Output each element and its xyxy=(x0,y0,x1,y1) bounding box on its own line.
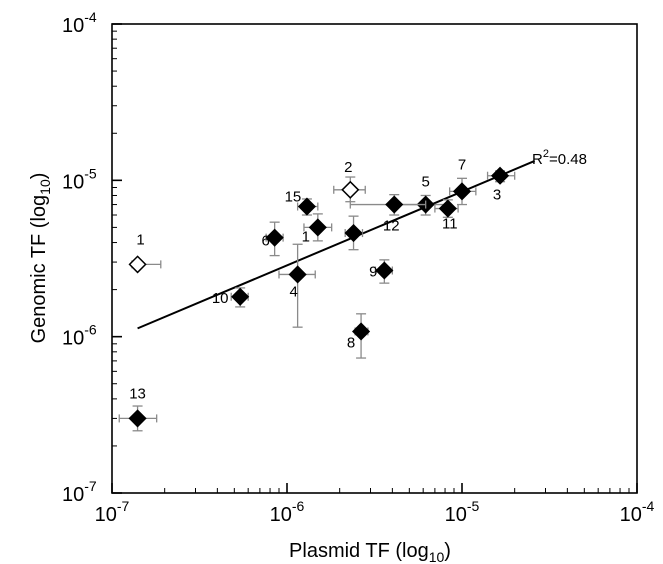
y-tick-label: 10-6 xyxy=(62,322,97,350)
point-label: 6 xyxy=(261,233,269,250)
filled-diamond-marker xyxy=(375,261,394,280)
point-label: 4 xyxy=(289,283,297,300)
point-label: 9 xyxy=(369,263,377,280)
filled-diamond-marker xyxy=(352,322,371,341)
point-label: 5 xyxy=(421,174,429,191)
data-point xyxy=(333,176,366,203)
y-tick-label: 10-5 xyxy=(62,165,97,193)
x-axis-label: Plasmid TF (log10) xyxy=(289,540,451,564)
filled-diamond-marker xyxy=(452,182,472,201)
x-tick-label: 10-4 xyxy=(620,498,655,526)
filled-diamond-marker xyxy=(297,197,317,216)
x-tick-label: 10-6 xyxy=(270,498,305,526)
filled-diamond-marker xyxy=(438,199,457,218)
open-diamond-marker xyxy=(341,180,360,199)
data-point xyxy=(344,215,364,251)
point-label: 7 xyxy=(458,156,466,173)
plot-frame xyxy=(111,23,638,494)
data-point xyxy=(128,255,162,274)
data-point xyxy=(448,177,477,206)
filled-diamond-marker xyxy=(265,228,284,247)
axis-ticks: 10-7 10-6 10-5 10-4 10-7 10-6 10-5 10-4 xyxy=(62,9,655,526)
filled-diamond-marker xyxy=(385,195,404,214)
filled-diamond-marker xyxy=(308,218,327,237)
filled-diamond-marker xyxy=(231,287,250,306)
filled-diamond-marker xyxy=(128,409,147,428)
point-label: 2 xyxy=(344,159,352,176)
y-tick-label: 10-4 xyxy=(62,9,97,37)
point-label: 10 xyxy=(212,290,229,307)
filled-diamond-marker xyxy=(344,223,363,243)
fit-line-layer xyxy=(137,160,536,330)
regression-line xyxy=(137,160,536,330)
y-axis-label: Genomic TF (log10) xyxy=(28,173,53,344)
data-point xyxy=(486,166,516,185)
filled-diamond-marker xyxy=(288,265,307,284)
data-point xyxy=(265,221,284,257)
data-point xyxy=(349,193,427,216)
point-label: 15 xyxy=(285,189,302,206)
data-point xyxy=(395,194,448,216)
y-tick-label: 10-7 xyxy=(62,478,97,506)
x-tick-label: 10-5 xyxy=(445,498,480,526)
point-label: 13 xyxy=(129,385,146,402)
data-point xyxy=(374,259,394,284)
open-diamond-marker xyxy=(128,255,147,274)
data-points xyxy=(118,166,516,432)
point-label: 1 xyxy=(136,231,144,248)
point-label: 12 xyxy=(383,218,400,235)
data-point xyxy=(352,313,371,359)
point-label: 1 xyxy=(302,228,310,245)
x-tick-label: 10-7 xyxy=(95,498,130,526)
data-point xyxy=(230,287,250,308)
point-label: 8 xyxy=(347,334,355,351)
data-point xyxy=(303,213,333,242)
data-point xyxy=(118,405,158,432)
data-point xyxy=(278,243,316,328)
data-point xyxy=(296,197,319,216)
point-label: 11 xyxy=(442,216,458,233)
filled-diamond-marker xyxy=(490,166,510,185)
point-label: 3 xyxy=(493,187,501,204)
r-squared-annotation: R2=0.48 xyxy=(532,148,587,168)
data-point xyxy=(434,199,459,218)
